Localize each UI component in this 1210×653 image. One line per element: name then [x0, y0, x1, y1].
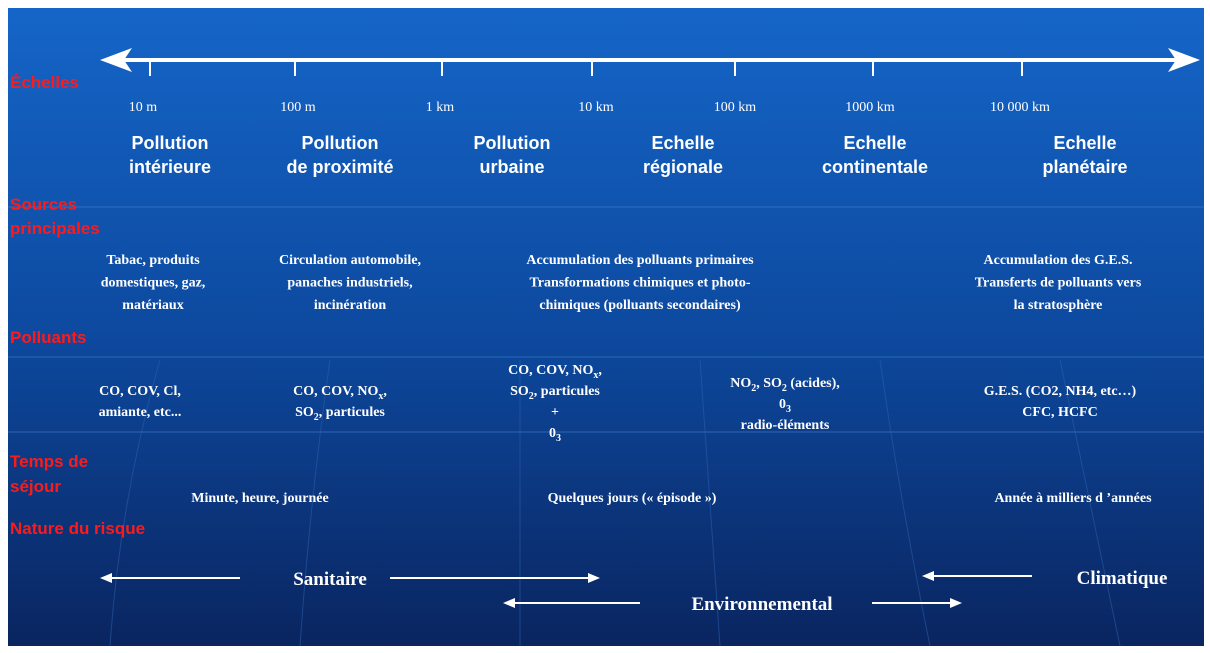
- subscript: 2: [314, 412, 319, 423]
- domain-label: Echelle: [1053, 133, 1116, 153]
- scale-label: 100 km: [714, 100, 757, 115]
- source-text: Accumulation des polluants primaires: [526, 253, 754, 268]
- subscript: 2: [782, 383, 787, 394]
- pollutant-text: radio-éléments: [741, 418, 830, 433]
- domain-label: Pollution: [302, 133, 379, 153]
- pollutant-text: NO2, SO2 (acides),: [730, 376, 840, 394]
- text-piece: , SO: [756, 376, 782, 391]
- source-text: Accumulation des G.E.S.: [984, 253, 1133, 268]
- row-label: Polluants: [10, 328, 87, 347]
- row-label: Échelles: [10, 73, 79, 92]
- text-piece: ,: [598, 363, 602, 378]
- row-label: Temps de: [10, 452, 88, 471]
- pollutant-text: CO, COV, NOx,: [293, 384, 387, 402]
- subscript: x: [378, 391, 383, 402]
- pollutant-text: CO, COV, Cl,: [99, 384, 181, 399]
- pollutant-text: +: [551, 405, 559, 420]
- pollutant-text: SO2, particules: [510, 384, 600, 402]
- separators: [8, 206, 1204, 433]
- source-text: la stratosphère: [1014, 298, 1103, 313]
- source-text: Tabac, produits: [106, 253, 200, 268]
- risk-label: Environnemental: [691, 594, 832, 615]
- text-piece: , particules: [534, 384, 601, 399]
- subscript: x: [593, 370, 598, 381]
- scale-label: 1 km: [426, 100, 455, 115]
- text-piece: radio-éléments: [741, 418, 830, 433]
- scale-label: 10 000 km: [990, 100, 1050, 115]
- domain-label: régionale: [643, 157, 723, 177]
- subscript: 3: [786, 404, 791, 415]
- pollutant-text: CO, COV, NOx,: [508, 363, 602, 381]
- globe-lines: [109, 359, 1121, 647]
- residence-text: Quelques jours (« épisode »): [548, 491, 717, 506]
- text-piece: SO: [510, 384, 529, 399]
- domain-label: de proximité: [286, 157, 393, 177]
- text-piece: amiante, etc...: [99, 405, 182, 420]
- subscript: 3: [556, 433, 561, 444]
- domain-label: intérieure: [129, 157, 211, 177]
- text-piece: CO, COV, NO: [508, 363, 593, 378]
- domain-label: continentale: [822, 157, 928, 177]
- text-piece: (acides),: [787, 376, 840, 391]
- text-piece: , particules: [319, 405, 386, 420]
- source-text: Transferts de polluants vers: [975, 276, 1142, 291]
- text-piece: 0: [549, 426, 556, 441]
- residence-text: Minute, heure, journée: [191, 491, 328, 506]
- source-text: chimiques (polluants secondaires): [539, 298, 741, 313]
- pollutant-text: amiante, etc...: [99, 405, 182, 420]
- domain-label: Pollution: [474, 133, 551, 153]
- risk-arrows: [100, 571, 1032, 608]
- background: [8, 8, 1204, 646]
- text-piece: SO: [295, 405, 314, 420]
- text-piece: +: [551, 405, 559, 420]
- pollutant-text: SO2, particules: [295, 405, 385, 423]
- source-text: Circulation automobile,: [279, 253, 421, 268]
- scale-label: 100 m: [280, 100, 316, 115]
- subscript: 2: [529, 391, 534, 402]
- subscript: 2: [751, 383, 756, 394]
- scale-axis: [100, 48, 1200, 72]
- source-text: panaches industriels,: [287, 276, 412, 291]
- pollutant-text: G.E.S. (CO2, NH4, etc…): [984, 384, 1137, 399]
- pollutant-text: CFC, HCFC: [1022, 405, 1097, 420]
- risk-label: Sanitaire: [293, 569, 367, 590]
- row-label: Nature du risque: [10, 519, 145, 538]
- domain-label: Echelle: [651, 133, 714, 153]
- source-text: incinération: [314, 298, 387, 313]
- pollutant-text: 03: [779, 397, 791, 415]
- risk-label: Climatique: [1077, 568, 1168, 589]
- text-piece: CFC, HCFC: [1022, 405, 1097, 420]
- source-text: matériaux: [122, 298, 183, 313]
- text-piece: ,: [383, 384, 387, 399]
- row-label: principales: [10, 219, 100, 238]
- text-piece: G.E.S. (CO2, NH4, etc…): [984, 384, 1137, 399]
- row-label: séjour: [10, 477, 61, 496]
- pollutant-text: 03: [549, 426, 561, 444]
- text-piece: 0: [779, 397, 786, 412]
- text-piece: CO, COV, Cl,: [99, 384, 181, 399]
- scale-label: 1000 km: [845, 100, 895, 115]
- source-text: domestiques, gaz,: [101, 276, 206, 291]
- row-label: Sources: [10, 195, 77, 214]
- source-text: Transformations chimiques et photo-: [529, 276, 750, 291]
- text-piece: NO: [730, 376, 751, 391]
- domain-label: urbaine: [479, 157, 544, 177]
- domain-label: planétaire: [1042, 157, 1127, 177]
- domain-label: Pollution: [132, 133, 209, 153]
- scale-label: 10 m: [129, 100, 158, 115]
- scale-label: 10 km: [578, 100, 614, 115]
- residence-text: Année à milliers d ’années: [994, 491, 1152, 506]
- text-piece: CO, COV, NO: [293, 384, 378, 399]
- domain-label: Echelle: [843, 133, 906, 153]
